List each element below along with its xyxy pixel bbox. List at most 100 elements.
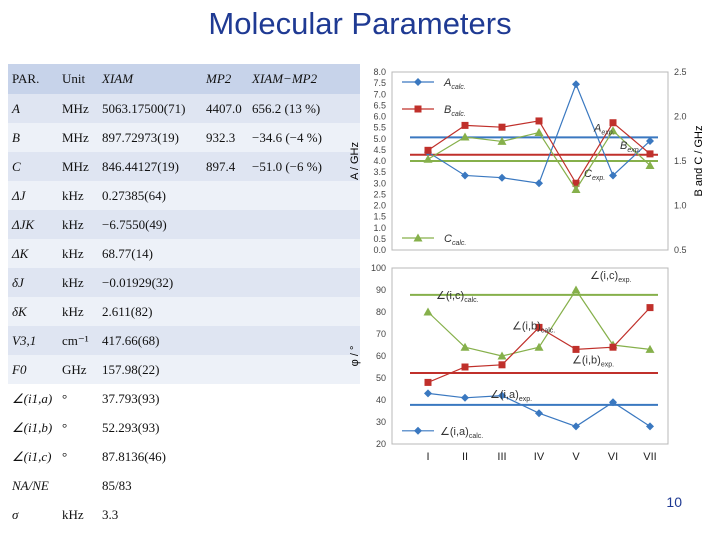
cell-par: ΔJ bbox=[8, 181, 58, 210]
cell-xiam: 87.8136(46) bbox=[98, 442, 202, 471]
y-tick-label: 80 bbox=[376, 307, 386, 317]
table-row: σ kHz 3.3 bbox=[8, 500, 360, 529]
y-tick-label: 7.5 bbox=[373, 78, 386, 88]
table-row: C MHz 846.44127(19) 897.4 −51.0 (−6 %) bbox=[8, 152, 360, 181]
legend-label: Bcalc. bbox=[444, 104, 466, 118]
y2-tick-label: 2.0 bbox=[674, 112, 687, 122]
cell-unit: MHz bbox=[58, 152, 98, 181]
data-point bbox=[571, 184, 581, 193]
cell-mp2 bbox=[202, 442, 248, 471]
cell-par: C bbox=[8, 152, 58, 181]
rotational-constants-chart: 0.00.51.01.52.02.53.03.54.04.55.05.56.06… bbox=[349, 67, 705, 255]
legend-label: Ccalc. bbox=[444, 233, 466, 247]
y-tick-label: 4.0 bbox=[373, 156, 386, 166]
data-point bbox=[461, 393, 469, 402]
cell-par: ∠(i1,a) bbox=[8, 384, 58, 413]
cell-par: F0 bbox=[8, 355, 58, 384]
data-point bbox=[460, 132, 470, 141]
cell-par: V3,1 bbox=[8, 326, 58, 355]
cell-mp2 bbox=[202, 210, 248, 239]
x-tick-label: IV bbox=[534, 451, 545, 462]
cell-diff bbox=[248, 210, 360, 239]
y-axis-label: A / GHz bbox=[349, 142, 361, 180]
y-tick-label: 20 bbox=[376, 439, 386, 449]
cell-par: NA/NE bbox=[8, 471, 58, 500]
table-row: δJ kHz −0.01929(32) bbox=[8, 268, 360, 297]
cell-mp2: 4407.0 bbox=[202, 94, 248, 123]
cell-unit: kHz bbox=[58, 181, 98, 210]
legend-label: Acalc. bbox=[443, 77, 466, 91]
y-tick-label: 6.5 bbox=[373, 100, 386, 110]
data-point bbox=[572, 345, 580, 353]
data-point bbox=[461, 121, 469, 129]
y-tick-label: 5.5 bbox=[373, 123, 386, 133]
data-point bbox=[609, 171, 617, 180]
y2-tick-label: 1.5 bbox=[674, 156, 687, 166]
y-tick-label: 100 bbox=[371, 263, 386, 273]
data-point bbox=[535, 323, 543, 331]
cell-diff bbox=[248, 181, 360, 210]
cell-mp2 bbox=[202, 239, 248, 268]
cell-par: A bbox=[8, 94, 58, 123]
plot-frame bbox=[391, 267, 669, 445]
cell-mp2 bbox=[202, 326, 248, 355]
x-tick-label: V bbox=[572, 451, 580, 462]
reference-label: ∠(i,a)exp. bbox=[490, 389, 532, 403]
data-point bbox=[609, 343, 617, 351]
data-point bbox=[646, 150, 654, 158]
y-tick-label: 3.0 bbox=[373, 178, 386, 188]
cell-diff bbox=[248, 297, 360, 326]
data-point bbox=[498, 361, 506, 369]
cell-mp2: 897.4 bbox=[202, 152, 248, 181]
header-mp2: MP2 bbox=[202, 64, 248, 94]
data-point bbox=[646, 136, 654, 145]
data-point bbox=[535, 179, 543, 188]
cell-diff: −34.6 (−4 %) bbox=[248, 123, 360, 152]
y-tick-label: 1.5 bbox=[373, 212, 386, 222]
header-par: PAR. bbox=[8, 64, 58, 94]
data-point bbox=[535, 117, 543, 125]
y-tick-label: 40 bbox=[376, 395, 386, 405]
cell-mp2 bbox=[202, 384, 248, 413]
cell-diff bbox=[248, 326, 360, 355]
y-tick-label: 2.0 bbox=[373, 201, 386, 211]
y-tick-label: 0.0 bbox=[373, 245, 386, 255]
cell-diff bbox=[248, 500, 360, 529]
legend-marker bbox=[413, 233, 423, 242]
data-point bbox=[424, 378, 432, 386]
legend-marker bbox=[414, 426, 422, 435]
data-point bbox=[498, 173, 506, 182]
cell-unit: MHz bbox=[58, 94, 98, 123]
legend-marker bbox=[414, 105, 422, 113]
cell-unit: kHz bbox=[58, 239, 98, 268]
reference-label: Aexp. bbox=[593, 122, 615, 136]
cell-xiam: 417.66(68) bbox=[98, 326, 202, 355]
cell-par: ∠(i1,b) bbox=[8, 413, 58, 442]
data-point bbox=[424, 146, 432, 154]
table-row: ∠(i1,b) ° 52.293(93) bbox=[8, 413, 360, 442]
cell-diff bbox=[248, 384, 360, 413]
cell-par: δK bbox=[8, 297, 58, 326]
cell-xiam: 2.611(82) bbox=[98, 297, 202, 326]
data-point bbox=[498, 391, 506, 400]
table-row: ∠(i1,c) ° 87.8136(46) bbox=[8, 442, 360, 471]
parameter-table: PAR. Unit XIAM MP2 XIAM−MP2 A MHz 5063.175… bbox=[8, 64, 360, 529]
x-tick-label: VI bbox=[608, 451, 618, 462]
table-row: NA/NE 85/83 bbox=[8, 471, 360, 500]
cell-par: ΔJK bbox=[8, 210, 58, 239]
cell-unit: MHz bbox=[58, 123, 98, 152]
table-row: ΔJK kHz −6.7550(49) bbox=[8, 210, 360, 239]
legend-marker bbox=[414, 78, 422, 86]
cell-unit: ° bbox=[58, 413, 98, 442]
cell-xiam: 0.27385(64) bbox=[98, 181, 202, 210]
table-row: ∠(i1,a) ° 37.793(93) bbox=[8, 384, 360, 413]
cell-mp2 bbox=[202, 268, 248, 297]
cell-unit: cm⁻¹ bbox=[58, 326, 98, 355]
table-header-row: PAR. Unit XIAM MP2 XIAM−MP2 bbox=[8, 64, 360, 94]
y-axis-label: φ / ° bbox=[349, 346, 361, 367]
cell-unit: ° bbox=[58, 384, 98, 413]
reference-label: Cexp. bbox=[584, 168, 605, 182]
y-tick-label: 30 bbox=[376, 417, 386, 427]
cell-unit: GHz bbox=[58, 355, 98, 384]
cell-unit: kHz bbox=[58, 500, 98, 529]
